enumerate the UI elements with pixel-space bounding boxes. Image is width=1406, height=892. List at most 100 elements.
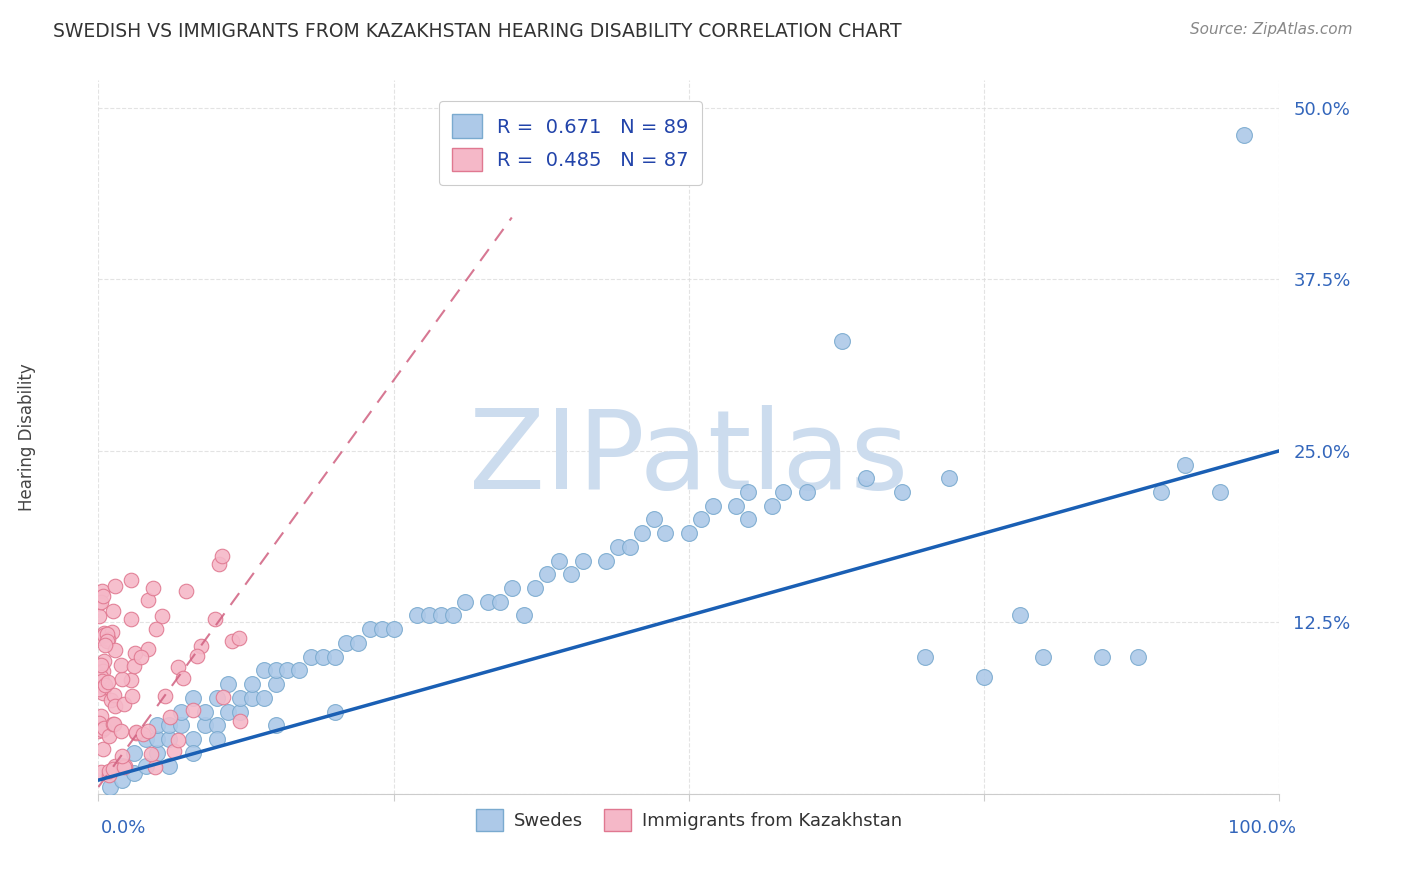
Point [186,648,208,663]
Point [89,661,111,675]
Point [87,596,110,610]
Point [630,526,652,541]
Point [855,471,877,485]
Point [146,718,169,732]
Point [240,677,263,691]
Point [93,628,115,642]
Point [1233,128,1256,143]
Point [512,608,534,623]
Point [288,664,311,678]
Point [501,581,523,595]
Point [146,731,169,746]
Point [91,723,114,737]
Point [1091,649,1114,664]
Point [87,716,110,731]
Point [441,608,464,623]
Point [101,717,124,731]
Point [228,632,250,646]
Point [217,677,239,691]
Point [536,567,558,582]
Point [453,595,475,609]
Point [312,649,335,664]
Point [253,690,276,705]
Point [190,639,212,653]
Point [477,595,499,609]
Point [796,485,818,500]
Point [121,689,143,703]
Point [831,334,853,348]
Point [87,632,110,646]
Point [111,773,134,788]
Point [97,632,120,647]
Point [548,553,571,567]
Point [90,670,112,684]
Point [157,718,180,732]
Point [98,764,121,779]
Point [100,692,122,706]
Point [166,733,188,747]
Point [170,718,193,732]
Point [110,658,132,673]
Point [725,499,748,513]
Point [135,731,157,746]
Point [323,705,346,719]
Point [87,681,110,696]
Point [737,485,759,500]
Point [167,660,190,674]
Point [93,721,115,735]
Point [136,593,159,607]
Point [145,622,167,636]
Point [619,540,641,554]
Point [221,634,243,648]
Point [174,583,197,598]
Y-axis label: Hearing Disability: Hearing Disability [18,363,37,511]
Point [761,499,783,513]
Point [90,765,112,780]
Point [125,725,148,739]
Point [97,768,120,782]
Point [97,675,120,690]
Point [136,642,159,657]
Point [98,730,121,744]
Point [87,723,110,738]
Point [91,742,114,756]
Point [111,749,134,764]
Point [120,574,142,588]
Point [890,485,912,500]
Point [205,690,228,705]
Point [93,654,115,668]
Point [181,731,204,746]
Point [122,766,145,780]
Point [104,759,127,773]
Point [643,512,665,526]
Point [87,608,110,623]
Point [524,581,547,595]
Point [689,512,711,526]
Point [146,746,169,760]
Point [654,526,676,541]
Point [103,716,125,731]
Point [1174,458,1197,472]
Point [163,744,186,758]
Point [101,762,124,776]
Point [129,649,152,664]
Point [560,567,582,582]
Point [94,639,117,653]
Point [136,724,159,739]
Point [120,673,142,687]
Point [938,471,960,485]
Point [359,622,381,636]
Point [264,677,287,691]
Point [91,664,114,678]
Point [299,649,322,664]
Point [170,705,193,719]
Point [104,643,127,657]
Point [205,718,228,732]
Point [204,612,226,626]
Point [1126,649,1149,664]
Point [110,723,132,738]
Point [90,657,112,672]
Point [772,485,794,500]
Point [142,581,165,595]
Point [1150,485,1173,500]
